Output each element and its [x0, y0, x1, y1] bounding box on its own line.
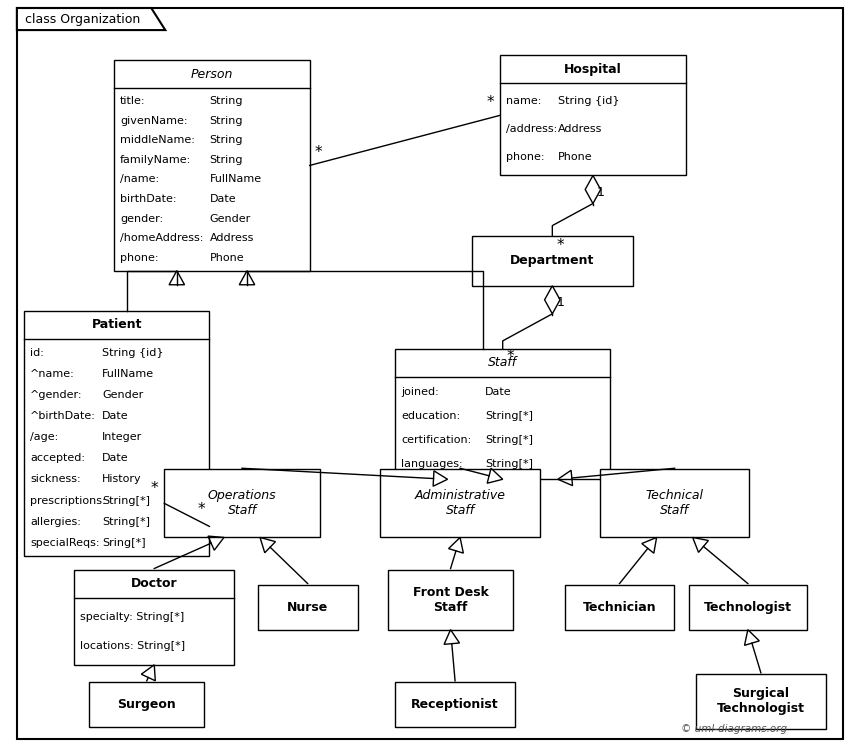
Text: Nurse: Nurse: [287, 601, 329, 613]
Text: Integer: Integer: [102, 432, 143, 442]
Text: title:: title:: [120, 96, 145, 106]
Text: String {id}: String {id}: [102, 347, 163, 358]
Text: allergies:: allergies:: [30, 517, 81, 527]
Text: Address: Address: [209, 233, 254, 244]
Polygon shape: [17, 8, 165, 30]
Text: class Organization: class Organization: [25, 13, 140, 25]
Text: Date: Date: [102, 411, 129, 421]
Bar: [689, 585, 807, 630]
Bar: [74, 569, 235, 665]
Text: *: *: [486, 96, 494, 111]
Text: Administrative
Staff: Administrative Staff: [415, 489, 506, 518]
Bar: [501, 55, 685, 176]
Text: Date: Date: [485, 388, 512, 397]
Text: ^gender:: ^gender:: [30, 390, 83, 400]
Text: Gender: Gender: [102, 390, 144, 400]
Text: Sring[*]: Sring[*]: [102, 538, 145, 548]
Text: String: String: [209, 155, 243, 165]
Text: Technical
Staff: Technical Staff: [646, 489, 703, 518]
Text: Doctor: Doctor: [131, 577, 177, 590]
Text: Date: Date: [102, 453, 129, 463]
Text: *: *: [556, 238, 564, 252]
Bar: [164, 469, 320, 537]
Text: Hospital: Hospital: [564, 63, 622, 75]
Text: String: String: [209, 96, 243, 106]
Text: name:: name:: [507, 96, 542, 106]
Text: FullName: FullName: [209, 175, 261, 185]
Text: Phone: Phone: [209, 253, 244, 263]
Bar: [565, 585, 673, 630]
Text: Person: Person: [191, 68, 233, 81]
Text: specialReqs:: specialReqs:: [30, 538, 100, 548]
Text: languages:: languages:: [401, 459, 463, 469]
Text: Technician: Technician: [583, 601, 656, 613]
Text: Front Desk
Staff: Front Desk Staff: [413, 586, 488, 613]
Text: /address:: /address:: [507, 124, 557, 134]
Bar: [89, 682, 205, 727]
Text: joined:: joined:: [401, 388, 439, 397]
Bar: [114, 61, 310, 270]
Text: ^birthDate:: ^birthDate:: [30, 411, 95, 421]
Bar: [388, 569, 513, 630]
Text: sickness:: sickness:: [30, 474, 81, 484]
Text: History: History: [102, 474, 142, 484]
Text: String {id}: String {id}: [558, 96, 620, 106]
Text: ^name:: ^name:: [30, 369, 75, 379]
Text: *: *: [198, 503, 205, 518]
Text: Department: Department: [510, 254, 594, 267]
Bar: [380, 469, 540, 537]
Text: Receptionist: Receptionist: [411, 698, 499, 711]
Text: id:: id:: [30, 347, 44, 358]
Bar: [395, 682, 515, 727]
Bar: [696, 674, 826, 729]
Bar: [395, 349, 611, 480]
Text: middleName:: middleName:: [120, 135, 195, 145]
Text: 1: 1: [556, 296, 564, 309]
Text: String[*]: String[*]: [102, 495, 150, 506]
Text: FullName: FullName: [102, 369, 154, 379]
Text: Surgeon: Surgeon: [117, 698, 176, 711]
Text: *: *: [150, 481, 158, 496]
Text: Staff: Staff: [488, 356, 517, 370]
Text: /age:: /age:: [30, 432, 58, 442]
Text: prescriptions:: prescriptions:: [30, 495, 106, 506]
Text: Operations
Staff: Operations Staff: [207, 489, 276, 518]
Bar: [24, 311, 209, 557]
Text: Address: Address: [558, 124, 603, 134]
Text: Gender: Gender: [209, 214, 250, 223]
Text: *: *: [315, 146, 322, 161]
Text: phone:: phone:: [120, 253, 159, 263]
Text: String[*]: String[*]: [485, 412, 533, 421]
Text: givenName:: givenName:: [120, 116, 187, 125]
Bar: [472, 235, 633, 286]
Text: gender:: gender:: [120, 214, 163, 223]
Text: certification:: certification:: [401, 435, 471, 445]
Text: birthDate:: birthDate:: [120, 194, 176, 204]
Text: © uml-diagrams.org: © uml-diagrams.org: [680, 724, 787, 734]
Text: String: String: [209, 135, 243, 145]
Text: familyName:: familyName:: [120, 155, 192, 165]
Bar: [257, 585, 358, 630]
Text: specialty: String[*]: specialty: String[*]: [80, 612, 184, 622]
Text: Surgical
Technologist: Surgical Technologist: [717, 687, 805, 716]
Text: phone:: phone:: [507, 152, 544, 162]
Text: 1: 1: [597, 185, 605, 199]
Text: /name:: /name:: [120, 175, 159, 185]
Text: *: *: [507, 349, 514, 364]
Text: accepted:: accepted:: [30, 453, 85, 463]
Text: Technologist: Technologist: [703, 601, 792, 613]
Text: education:: education:: [401, 412, 460, 421]
Bar: [600, 469, 749, 537]
Text: Phone: Phone: [558, 152, 593, 162]
Text: String: String: [209, 116, 243, 125]
Text: Date: Date: [209, 194, 236, 204]
Text: String[*]: String[*]: [485, 459, 533, 469]
Text: Patient: Patient: [91, 318, 142, 332]
Text: locations: String[*]: locations: String[*]: [80, 641, 185, 651]
Text: String[*]: String[*]: [485, 435, 533, 445]
Text: /homeAddress:: /homeAddress:: [120, 233, 204, 244]
Text: String[*]: String[*]: [102, 517, 150, 527]
